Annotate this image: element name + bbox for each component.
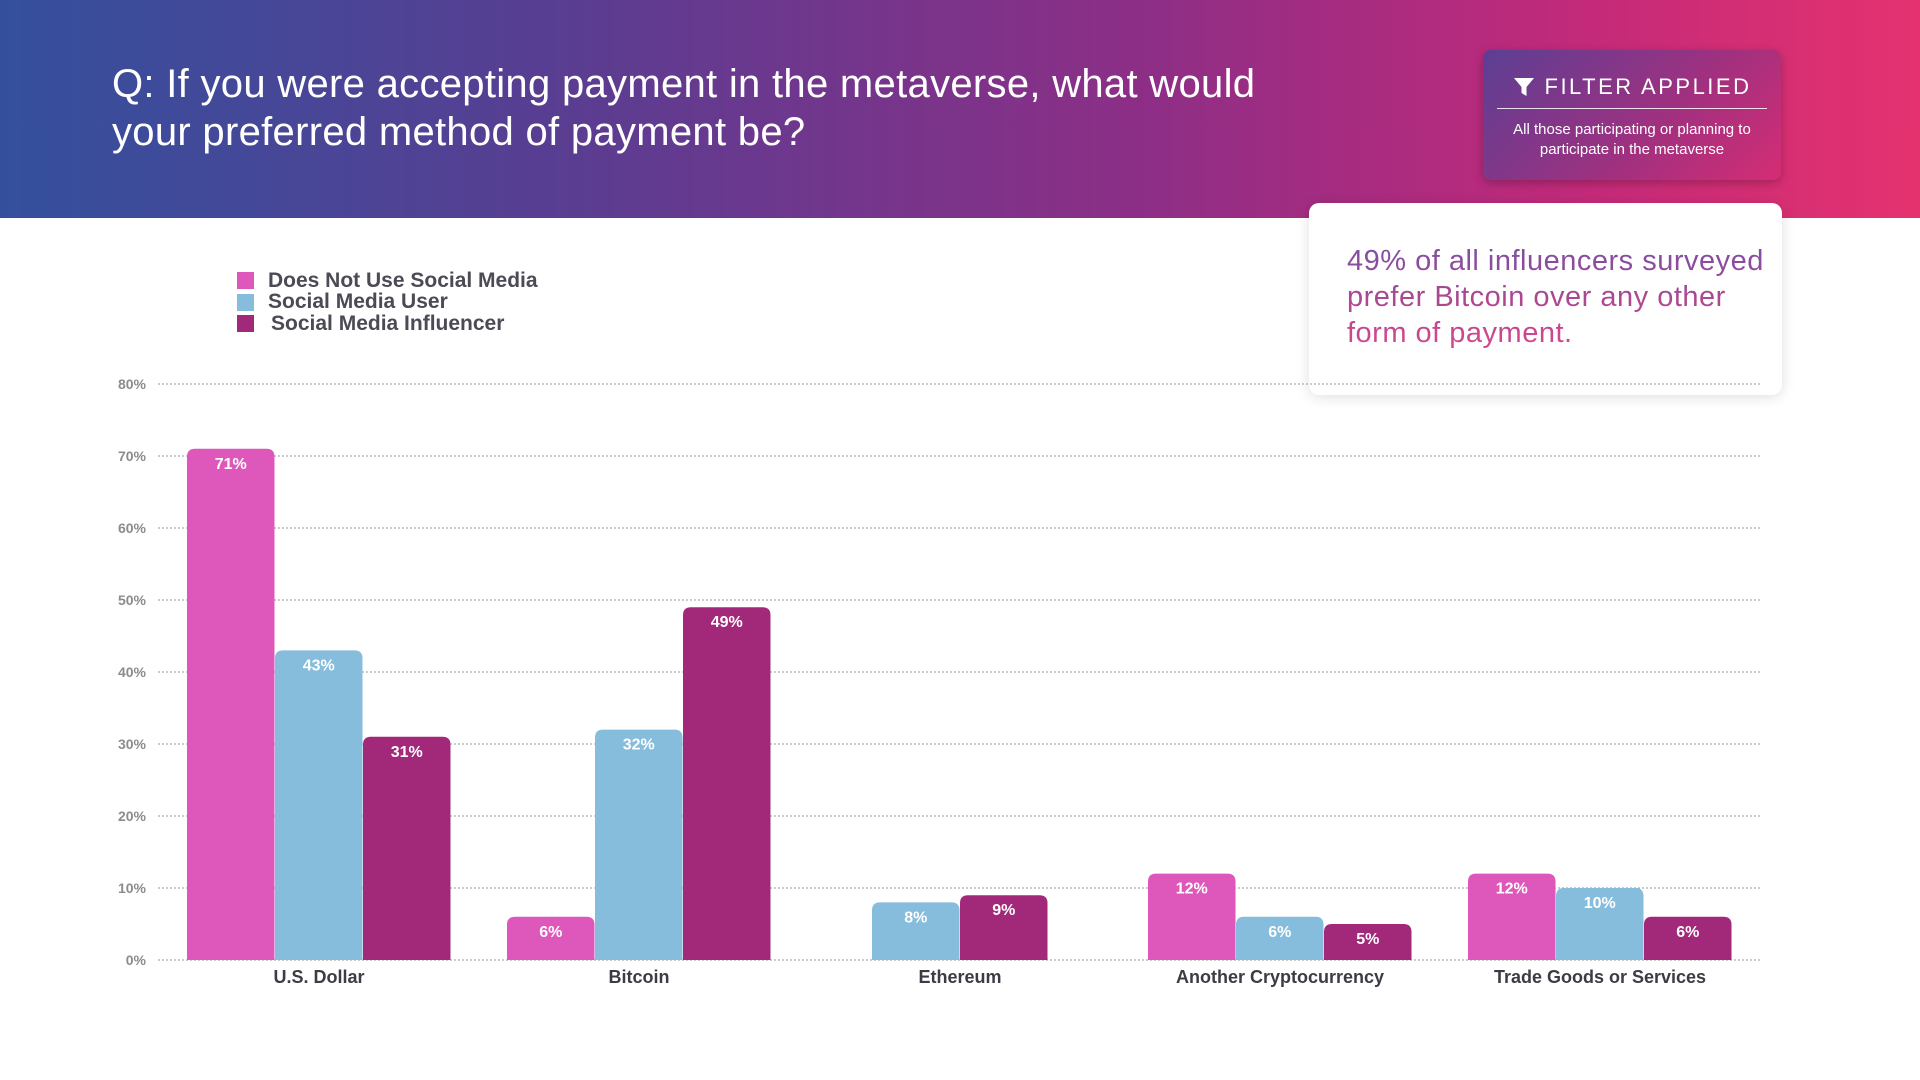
bar-does-not-use-social-media: [1468, 873, 1556, 960]
labels: 0% 10% 20% 30% 40% 50% 60% 70% 80% 71% 43% 31% U.S. …: [118, 376, 1706, 987]
bar-social-media-influencer: [683, 607, 771, 960]
y-tick-label: 20%: [118, 808, 147, 824]
filter-icon: [1513, 78, 1534, 96]
filter-header: FILTER APPLIED: [1497, 66, 1767, 109]
legend-swatch: [237, 272, 254, 290]
legend-item: Social Media Influencer: [237, 311, 538, 335]
bar-social-media-user: [275, 650, 363, 960]
bar-social-media-influencer: [1324, 924, 1412, 960]
question-title: Q: If you were accepting payment in the …: [112, 62, 1256, 154]
y-tick-label: 70%: [118, 448, 147, 464]
y-tick-label: 30%: [118, 736, 147, 752]
data-label: 6%: [1676, 924, 1699, 941]
y-tick-label: 60%: [118, 520, 147, 536]
data-label: 6%: [1268, 924, 1291, 941]
bar-social-media-user: [872, 902, 960, 960]
data-label: 49%: [711, 614, 743, 631]
legend-swatch: [237, 293, 254, 311]
bar-social-media-user: [1556, 888, 1644, 960]
x-category-label: Bitcoin: [609, 967, 670, 987]
x-category-label: Trade Goods or Services: [1494, 967, 1706, 987]
bar-social-media-influencer: [363, 736, 451, 960]
legend-label: Social Media Influencer: [271, 311, 505, 335]
insight-text: 49% of all influencers surveyed prefer B…: [1347, 243, 1767, 351]
legend-swatch: [237, 315, 254, 333]
filter-description: All those participating or planning to p…: [1513, 121, 1751, 158]
y-tick-label: 10%: [118, 880, 147, 896]
data-label: 31%: [391, 744, 423, 761]
y-tick-label: 50%: [118, 592, 147, 608]
bar-does-not-use-social-media: [507, 916, 595, 960]
data-label: 9%: [992, 902, 1015, 919]
data-label: 32%: [623, 737, 655, 754]
data-label: 6%: [539, 924, 562, 941]
data-label: 71%: [215, 456, 247, 473]
x-category-label: U.S. Dollar: [273, 967, 364, 987]
y-tick-label: 0%: [126, 952, 147, 968]
bar-social-media-influencer: [960, 895, 1048, 960]
bars: [187, 448, 1732, 960]
insight-callout: 49% of all influencers surveyed prefer B…: [1309, 203, 1782, 395]
legend-item: Does Not Use Social Media: [237, 268, 538, 292]
bar-social-media-user: [595, 729, 683, 960]
x-category-label: Another Cryptocurrency: [1176, 967, 1384, 987]
data-label: 12%: [1496, 881, 1528, 898]
legend-label: Does Not Use Social Media: [268, 268, 538, 292]
data-label: 5%: [1356, 931, 1379, 948]
x-category-label: Ethereum: [918, 967, 1001, 987]
bar-does-not-use-social-media: [1148, 873, 1236, 960]
data-label: 43%: [303, 657, 335, 674]
y-tick-label: 40%: [118, 664, 147, 680]
data-label: 8%: [904, 909, 927, 926]
bar-social-media-influencer: [1644, 916, 1732, 960]
legend-label: Social Media User: [268, 290, 448, 314]
filter-applied-badge[interactable]: FILTER APPLIED All those participating o…: [1483, 50, 1781, 180]
data-label: 10%: [1584, 895, 1616, 912]
y-tick-label: 80%: [118, 376, 147, 392]
legend-item: Social Media User: [237, 290, 538, 314]
chart-legend: Does Not Use Social Media Social Media U…: [237, 268, 538, 335]
data-label: 12%: [1176, 881, 1208, 898]
bar-social-media-user: [1236, 916, 1324, 960]
filter-title: FILTER APPLIED: [1544, 74, 1752, 99]
bar-does-not-use-social-media: [187, 448, 275, 960]
